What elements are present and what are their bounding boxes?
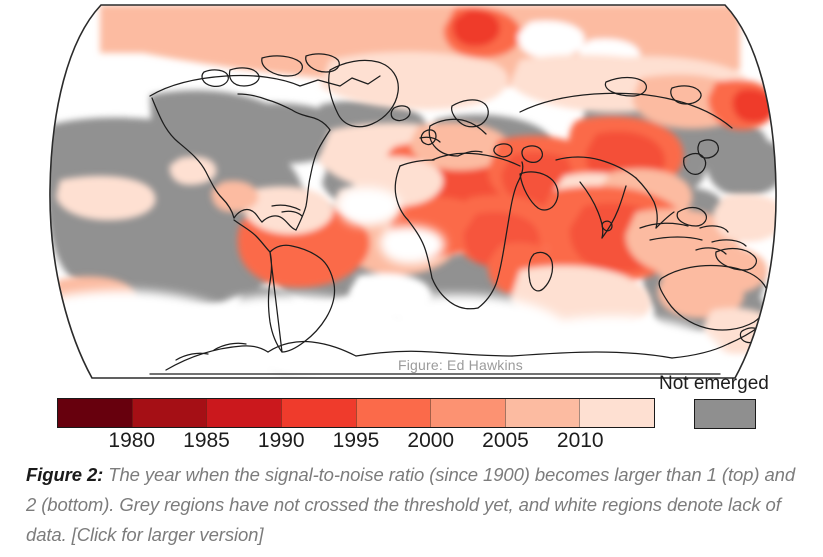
colorbar-swatch xyxy=(280,399,356,427)
colorbar-swatch xyxy=(355,399,431,427)
colorbar-tick: 2000 xyxy=(407,429,455,452)
coastlines xyxy=(149,53,769,375)
colorbar-tick-labels: 1980 1985 1990 1995 2000 2005 2010 xyxy=(0,429,823,457)
colorbar-swatch xyxy=(430,399,505,427)
figure-2-panel[interactable]: Figure: Ed Hawkins 1980 1985 1990 1995 2000 2… xyxy=(0,0,823,460)
map-data-layer xyxy=(49,5,777,378)
no-data-regions xyxy=(49,187,722,378)
figure-caption-text: The year when the signal-to-noise ratio … xyxy=(26,464,796,545)
colorbar-tick: 1995 xyxy=(332,429,380,452)
colorbar-tick: 1990 xyxy=(257,429,305,452)
colorbar-tick: 2010 xyxy=(556,429,604,452)
colorbar-tick: 1980 xyxy=(108,429,156,452)
map-frame xyxy=(49,4,777,379)
figure-attribution: Figure: Ed Hawkins xyxy=(398,357,523,373)
colorbar-swatch xyxy=(579,399,654,427)
colorbar-swatch xyxy=(131,399,207,427)
figure-caption-label: Figure 2: xyxy=(26,464,104,485)
world-map-svg xyxy=(49,4,777,379)
colorbar-tick: 2005 xyxy=(482,429,529,452)
colorbar[interactable] xyxy=(57,398,655,428)
colorbar-swatch xyxy=(206,399,281,427)
colorbar-swatch xyxy=(58,399,132,427)
not-emerged-swatch xyxy=(694,399,756,429)
colorbar-tick: 1985 xyxy=(183,429,230,452)
world-map[interactable]: Figure: Ed Hawkins xyxy=(0,0,823,385)
colorbar-swatch xyxy=(504,399,580,427)
figure-caption: Figure 2: The year when the signal-to-no… xyxy=(26,460,801,550)
not-emerged-label: Not emerged xyxy=(659,373,769,394)
